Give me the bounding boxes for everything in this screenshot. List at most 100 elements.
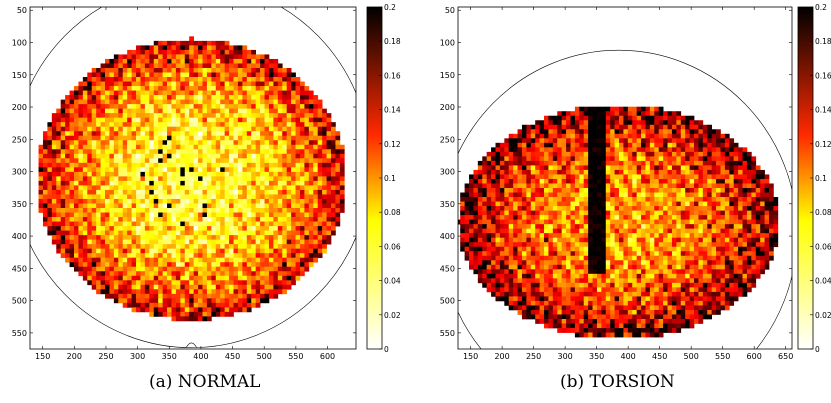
heatmap-cell	[623, 197, 629, 202]
heatmap-cell	[286, 217, 292, 222]
heatmap-cell	[570, 192, 576, 198]
heatmap-cell	[566, 160, 571, 166]
heatmap-cell	[530, 206, 536, 211]
heatmap-cell	[206, 235, 212, 240]
heatmap-cell	[724, 197, 730, 202]
heatmap-cell	[251, 49, 257, 55]
heatmap-cell	[184, 140, 190, 146]
heatmap-cell	[667, 156, 673, 162]
heatmap-cell	[167, 257, 172, 263]
heatmap-cell	[716, 183, 721, 189]
heatmap-cell	[113, 90, 119, 96]
heatmap-cell	[282, 162, 288, 168]
heatmap-cell	[260, 104, 265, 109]
heatmap-cell	[184, 63, 190, 69]
heatmap-cell	[742, 206, 748, 211]
heatmap-cell	[619, 147, 624, 153]
heatmap-cell	[158, 208, 163, 213]
heatmap-cell	[282, 99, 288, 105]
heatmap-cell	[733, 210, 739, 216]
heatmap-cell	[158, 280, 163, 286]
heatmap-cell	[304, 257, 310, 263]
heatmap-cell	[299, 248, 305, 254]
heatmap-cell	[517, 178, 523, 184]
heatmap-cell	[175, 280, 181, 286]
heatmap-cell	[264, 176, 270, 182]
heatmap-cell	[702, 151, 708, 157]
heatmap-cell	[548, 142, 554, 148]
heatmap-cell	[716, 151, 721, 157]
heatmap-cell	[118, 113, 124, 119]
heatmap-cell	[641, 197, 646, 202]
heatmap-cell	[105, 239, 110, 245]
heatmap-cell	[184, 108, 190, 114]
heatmap-cell	[224, 176, 230, 182]
heatmap-cell	[588, 160, 593, 166]
heatmap-cell	[215, 86, 221, 91]
heatmap-cell	[38, 158, 44, 164]
heatmap-cell	[162, 104, 168, 109]
heatmap-cell	[702, 178, 708, 184]
heatmap-cell	[175, 307, 181, 313]
heatmap-cell	[526, 210, 532, 216]
heatmap-cell	[277, 275, 283, 281]
heatmap-cell	[122, 253, 128, 259]
heatmap-cell	[313, 212, 319, 218]
heatmap-cell	[206, 289, 212, 295]
heatmap-cell	[202, 271, 208, 277]
heatmap-cell	[313, 131, 319, 137]
heatmap-cell	[233, 244, 239, 250]
heatmap-cell	[322, 208, 327, 213]
heatmap-cell	[260, 280, 265, 286]
heatmap-cell	[255, 221, 261, 227]
heatmap-cell	[122, 54, 128, 60]
heatmap-cell	[654, 147, 660, 153]
heatmap-cell	[113, 167, 119, 173]
heatmap-cell	[229, 158, 234, 164]
heatmap-cell	[233, 90, 239, 96]
heatmap-cell	[220, 298, 225, 304]
heatmap-cell	[676, 174, 682, 180]
heatmap-cell	[268, 293, 274, 299]
heatmap-cell	[299, 271, 305, 277]
heatmap-cell	[689, 142, 695, 148]
heatmap-cell	[211, 117, 217, 123]
heatmap-cell	[233, 67, 239, 73]
heatmap-cell	[614, 129, 620, 135]
heatmap-cell	[588, 174, 593, 180]
heatmap-cell	[180, 212, 186, 218]
heatmap-cell	[42, 153, 48, 159]
heatmap-cell	[716, 215, 721, 220]
heatmap-cell	[131, 153, 137, 159]
heatmap-cell	[73, 122, 79, 128]
heatmap-cell	[619, 206, 624, 211]
heatmap-cell	[175, 185, 181, 191]
heatmap-cell	[295, 180, 301, 186]
heatmap-cell	[242, 167, 248, 173]
heatmap-cell	[702, 201, 708, 207]
heatmap-cell	[73, 135, 79, 141]
heatmap-cell	[113, 298, 119, 304]
heatmap-cell	[636, 169, 642, 175]
heatmap-cell	[113, 99, 119, 105]
heatmap-cell	[237, 117, 243, 123]
heatmap-cell	[295, 99, 301, 105]
heatmap-cell	[605, 138, 611, 144]
heatmap-cell	[100, 99, 106, 105]
heatmap-cell	[184, 122, 190, 128]
heatmap-cell	[641, 206, 646, 211]
heatmap-cell	[220, 122, 225, 128]
heatmap-cell	[220, 158, 225, 164]
heatmap-cell	[78, 266, 84, 272]
heatmap-cell	[273, 180, 279, 186]
heatmap-cell	[552, 120, 558, 126]
heatmap-cell	[605, 210, 611, 216]
heatmap-cell	[149, 212, 155, 218]
heatmap-cell	[158, 311, 163, 317]
heatmap-cell	[140, 122, 146, 128]
heatmap-cell	[65, 149, 70, 155]
heatmap-cell	[122, 194, 128, 200]
heatmap-cell	[100, 140, 106, 146]
heatmap-cell	[508, 174, 514, 180]
heatmap-cell	[544, 188, 549, 193]
